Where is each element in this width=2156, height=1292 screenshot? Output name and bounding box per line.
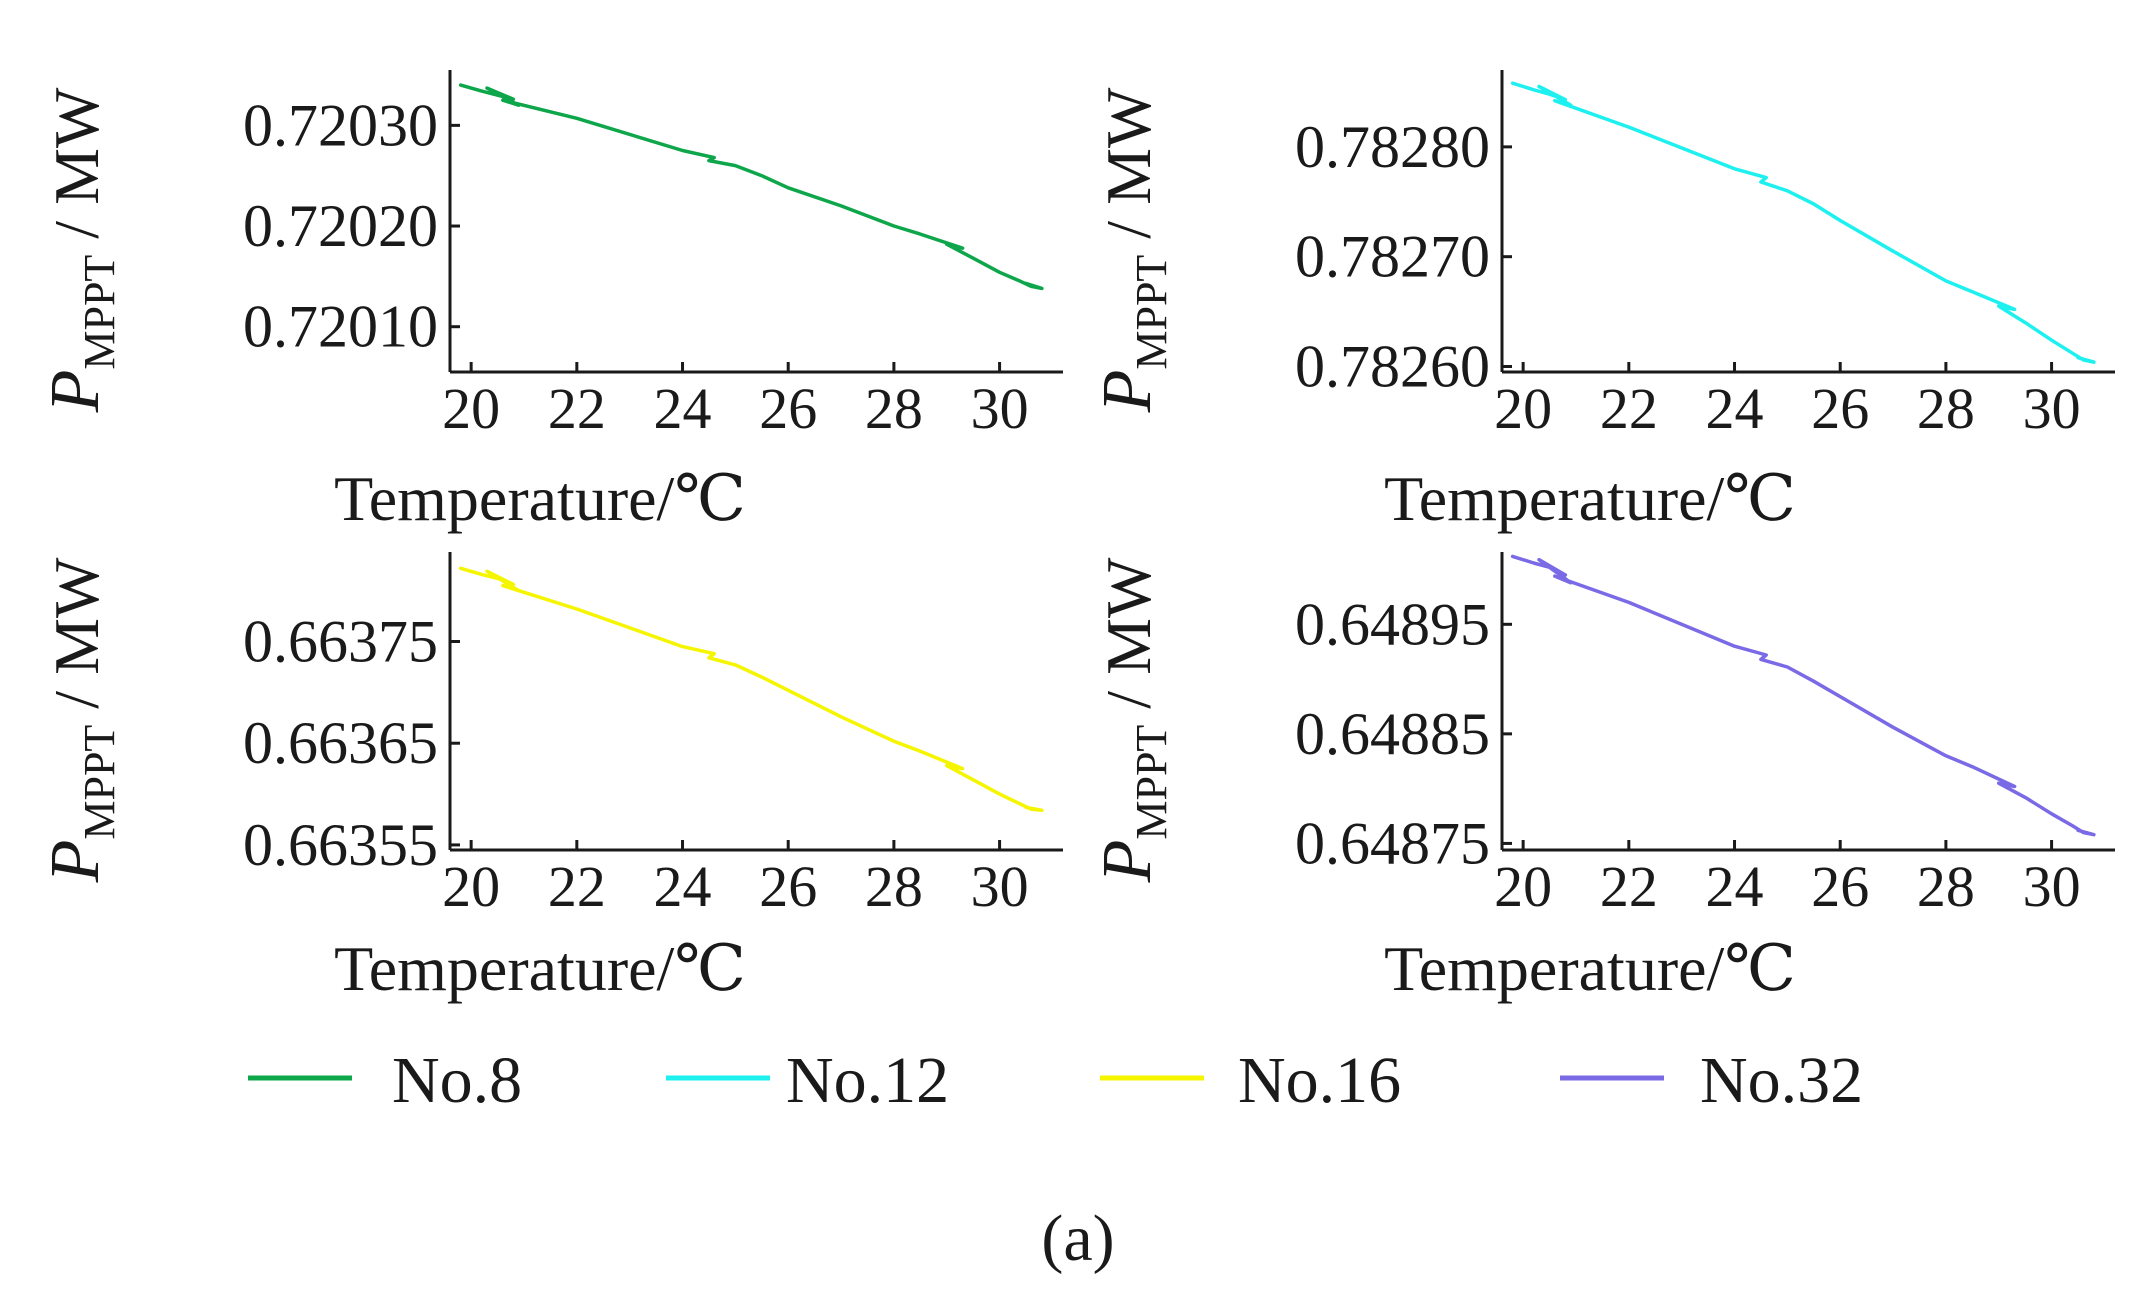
x-tick-label: 24 (654, 376, 712, 441)
x-tick-label: 26 (1811, 854, 1869, 919)
y-axis-title-base: P (37, 840, 114, 884)
y-axis-title-unit: / MW (41, 557, 112, 725)
x-tick-label: 20 (442, 854, 500, 919)
x-tick-label: 20 (1494, 854, 1552, 919)
x-tick-label: 28 (865, 376, 923, 441)
y-tick-label: 0.66365 (243, 710, 438, 776)
legend-label-no16: No.16 (1238, 1044, 1401, 1117)
y-tick-label: 0.72010 (243, 294, 438, 360)
y-tick-label: 0.66355 (243, 812, 438, 878)
y-axis-title: PMPPT / MW (1089, 557, 1176, 883)
x-tick-label: 28 (1917, 854, 1975, 919)
series-line-no8 (458, 83, 1044, 291)
x-tick-label: 30 (971, 376, 1029, 441)
x-axis-title: Temperature/℃ (334, 933, 746, 1004)
y-axis-title-unit: / MW (1093, 557, 1164, 725)
x-tick-label: 20 (1494, 376, 1552, 441)
series-line-no16 (458, 566, 1044, 813)
legend-label-no12: No.12 (786, 1044, 949, 1117)
legend-label-no32: No.32 (1700, 1044, 1863, 1117)
y-tick-label: 0.72020 (243, 193, 438, 259)
x-tick-label: 24 (1706, 854, 1764, 919)
series-line-no12 (1510, 81, 2096, 364)
y-tick-label: 0.72030 (243, 92, 438, 158)
y-tick-label: 0.66375 (243, 609, 438, 675)
x-tick-label: 30 (971, 854, 1029, 919)
figure-caption: (a) (1041, 1202, 1114, 1275)
x-tick-label: 26 (1811, 376, 1869, 441)
x-axis-title: Temperature/℃ (1384, 463, 1796, 534)
legend-label-no8: No.8 (392, 1044, 522, 1117)
legend: No.8 No.12 No.16 No.32 (248, 1044, 1863, 1117)
y-tick-label: 0.64875 (1295, 810, 1490, 876)
panel-no16: PMPPT / MW Temperature/℃ 0.66355 0.66365 0… (37, 552, 1063, 1004)
x-tick-label: 26 (759, 854, 817, 919)
x-tick-label: 20 (442, 376, 500, 441)
y-axis-title-subscript: MPPT (75, 725, 124, 840)
x-tick-label: 22 (548, 376, 606, 441)
x-tick-label: 26 (759, 376, 817, 441)
x-tick-label: 22 (1600, 376, 1658, 441)
y-tick-label: 0.78260 (1295, 334, 1490, 400)
x-tick-label: 22 (1600, 854, 1658, 919)
x-axis-title: Temperature/℃ (334, 463, 746, 534)
x-tick-label: 30 (2023, 376, 2081, 441)
y-axis-title-subscript: MPPT (1127, 725, 1176, 840)
x-tick-label: 24 (654, 854, 712, 919)
panel-no32: PMPPT / MW Temperature/℃ 0.64875 0.64885 0… (1089, 552, 2115, 1004)
x-tick-label: 22 (548, 854, 606, 919)
y-axis-title-base: P (1089, 840, 1166, 884)
y-axis-title-unit: / MW (1093, 87, 1164, 255)
y-axis-title-subscript: MPPT (1127, 255, 1176, 370)
panel-no8: PMPPT / MW Temperature/℃ 0.72010 0.72020 0… (37, 70, 1063, 534)
series-line-no32 (1510, 554, 2096, 837)
x-axis-title: Temperature/℃ (1384, 933, 1796, 1004)
y-axis-title-unit: / MW (41, 87, 112, 255)
y-tick-label: 0.78270 (1295, 224, 1490, 290)
y-tick-label: 0.64885 (1295, 701, 1490, 767)
y-axis-title: PMPPT / MW (1089, 87, 1176, 413)
x-tick-label: 24 (1706, 376, 1764, 441)
y-axis-title-subscript: MPPT (75, 255, 124, 370)
y-axis-title-base: P (1089, 370, 1166, 414)
y-tick-label: 0.78280 (1295, 114, 1490, 180)
y-tick-label: 0.64895 (1295, 591, 1490, 657)
panel-no12: PMPPT / MW Temperature/℃ 0.78260 0.78270 0… (1089, 70, 2115, 534)
y-axis-title: PMPPT / MW (37, 557, 124, 883)
x-tick-label: 28 (865, 854, 923, 919)
x-tick-label: 30 (2023, 854, 2081, 919)
x-tick-label: 28 (1917, 376, 1975, 441)
y-axis-title: PMPPT / MW (37, 87, 124, 413)
y-axis-title-base: P (37, 370, 114, 414)
